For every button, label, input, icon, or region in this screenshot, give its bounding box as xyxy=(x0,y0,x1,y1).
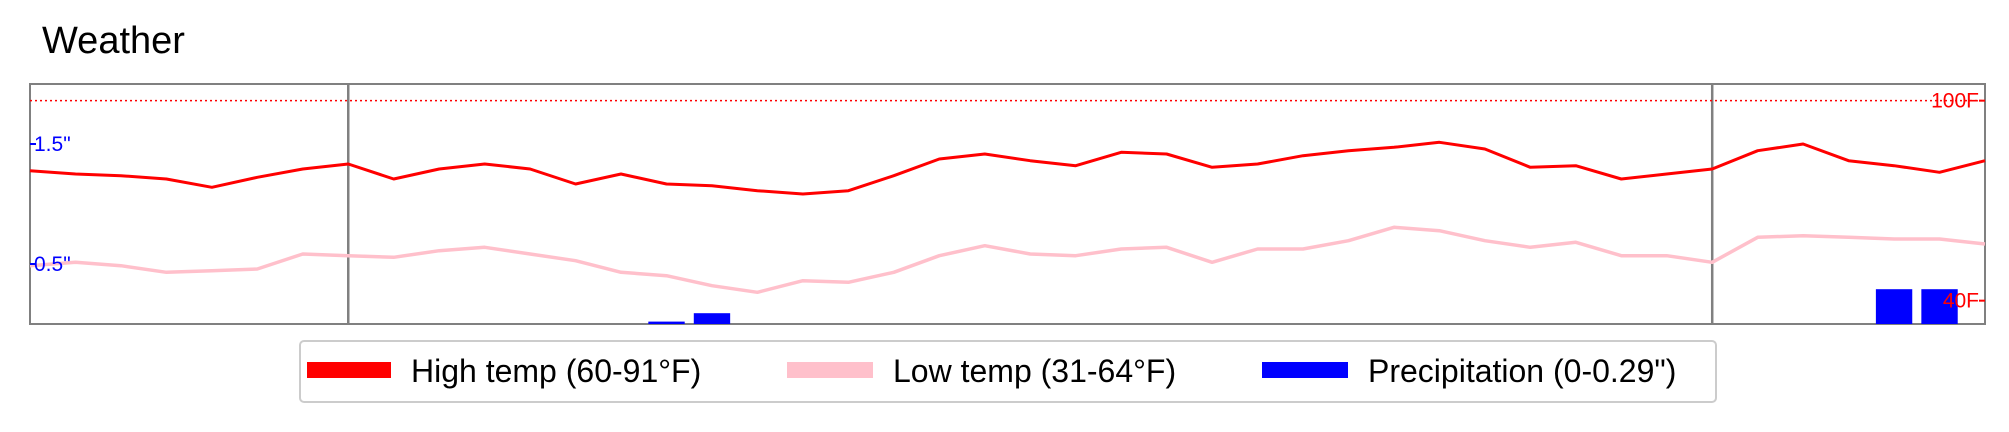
legend-label-low-temp: Low temp (31-64°F) xyxy=(893,353,1176,389)
precipitation-tick-label: 0.5" xyxy=(34,253,71,276)
precipitation-bar xyxy=(693,313,731,324)
precipitation-tick-label: 1.5" xyxy=(34,133,71,156)
precipitation-bar xyxy=(1921,289,1958,324)
legend-swatch-high-temp xyxy=(307,362,391,378)
plot-frame xyxy=(29,83,1986,325)
high-temp-line xyxy=(29,140,1986,196)
legend-label-high-temp: High temp (60-91°F) xyxy=(411,353,701,389)
low-temp-line xyxy=(29,225,1986,295)
legend-label-precipitation: Precipitation (0-0.29") xyxy=(1368,353,1676,389)
legend-swatch-low-temp xyxy=(787,362,873,378)
legend-box xyxy=(299,340,1717,403)
legend-swatch-precipitation xyxy=(1262,362,1348,378)
precipitation-bars xyxy=(648,289,1958,324)
chart-title: Weather xyxy=(42,20,185,62)
axis-ticks: 1.5" 0.5" 100F 40F xyxy=(30,90,1985,313)
precipitation-bar xyxy=(648,321,685,324)
precipitation-bar xyxy=(1875,289,1913,324)
vertical-markers xyxy=(347,84,1714,324)
legend: High temp (60-91°F) Low temp (31-64°F) P… xyxy=(299,340,1717,403)
temperature-tick-label: 100F xyxy=(1931,90,1979,113)
temperature-tick-label: 40F xyxy=(1943,290,1979,313)
temperature-lines xyxy=(29,140,1986,295)
